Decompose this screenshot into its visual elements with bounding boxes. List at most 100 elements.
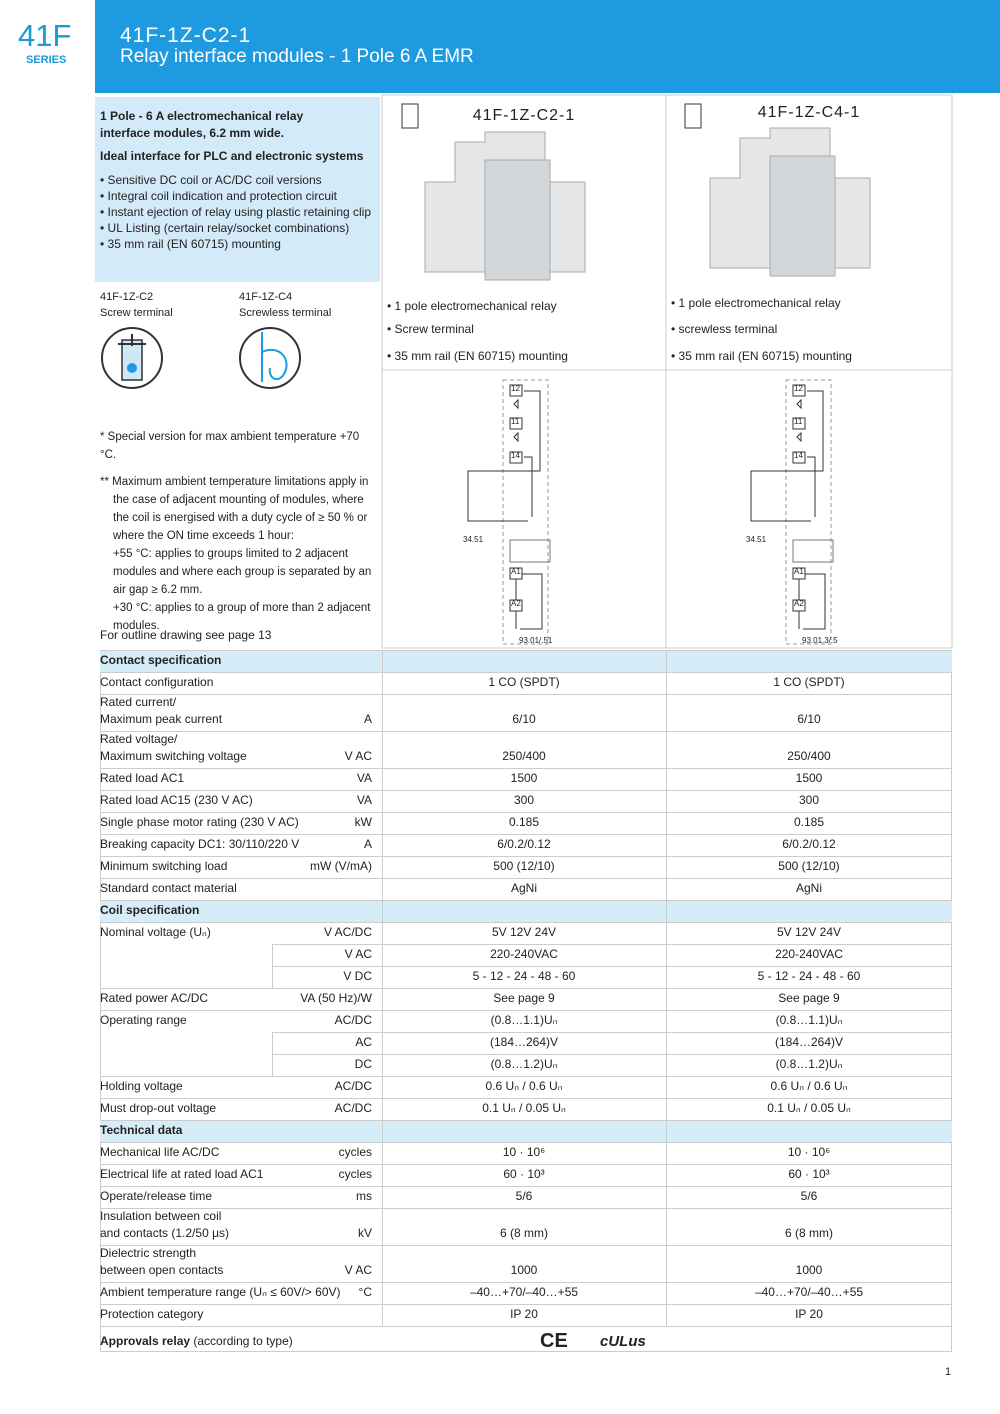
value: 6 (8 mm) xyxy=(785,1226,833,1240)
table-row xyxy=(100,1010,952,1032)
diagram-label: A2 xyxy=(511,599,521,608)
table-row xyxy=(100,650,952,672)
row-unit: VA xyxy=(356,793,372,807)
row-unit: AC/DC xyxy=(334,1013,372,1027)
row-unit: mW (V/mA) xyxy=(310,859,372,873)
diagram-label: 12 xyxy=(794,384,803,393)
diagram-line xyxy=(513,431,519,443)
series-label: SERIES xyxy=(26,54,67,66)
diagram-line xyxy=(513,398,519,410)
table-row xyxy=(100,790,952,812)
table-row xyxy=(100,856,952,878)
table-row xyxy=(272,1054,952,1076)
approvals: Approvals relay (according to type) xyxy=(100,1334,293,1348)
value: 1 CO (SPDT) xyxy=(773,675,845,689)
outline-note: For outline drawing see page 13 xyxy=(100,628,272,642)
bullet-text: Instant ejection of relay using plastic … xyxy=(107,205,372,219)
value: 6/0.2/0.12 xyxy=(497,837,551,851)
notes: * Special version for max ambient temper… xyxy=(100,428,375,635)
value: 220-240VAC xyxy=(490,947,558,961)
value: 0.185 xyxy=(793,815,825,829)
table-row xyxy=(272,966,952,988)
diagram-label: 93.01.3/.5 xyxy=(802,636,838,645)
table-row xyxy=(100,1076,952,1098)
header-band xyxy=(95,0,1000,93)
value: 6/10 xyxy=(512,712,536,726)
row-unit: kV xyxy=(357,1226,372,1240)
diagram-line xyxy=(515,573,543,630)
value: 300 xyxy=(513,793,535,807)
diagram-line xyxy=(792,417,806,430)
value: See page 9 xyxy=(493,991,555,1005)
row-unit: A xyxy=(363,837,372,851)
diagram-label: A2 xyxy=(794,599,804,608)
row-label: Rated power AC/DC xyxy=(100,991,209,1005)
approval-mark: CE xyxy=(540,1330,568,1352)
table-row xyxy=(272,944,952,966)
row-unit: V AC xyxy=(344,1263,372,1277)
diagram-label: 11 xyxy=(794,417,803,426)
row-unit: AC/DC xyxy=(334,1101,372,1115)
row-label: Rated load AC1 xyxy=(100,771,185,785)
diagram-line xyxy=(502,379,549,645)
value: 6 (8 mm) xyxy=(500,1226,548,1240)
intro-title: 1 Pole - 6 A electromechanical relay int… xyxy=(100,109,304,140)
row-unit: AC xyxy=(355,1035,372,1049)
value: 1000 xyxy=(510,1263,538,1277)
value: 6/10 xyxy=(797,712,821,726)
value: –40…+70/–40…+55 xyxy=(754,1285,864,1299)
terminal-code: 41F-1Z-C4 xyxy=(239,291,293,303)
value: AgNi xyxy=(510,881,537,895)
note: +55 °C: applies to groups limited to 2 a… xyxy=(113,548,372,596)
product-bullet: 35 mm rail (EN 60715) mounting xyxy=(387,349,568,363)
table-row xyxy=(100,922,952,944)
diagram-label: 34.51 xyxy=(746,535,767,544)
value: 5/6 xyxy=(515,1189,533,1203)
product-bullet: Screw terminal xyxy=(387,322,474,336)
value: 10 · 10⁶ xyxy=(502,1145,546,1159)
row-label: Holding voltage xyxy=(100,1079,183,1093)
value: 1000 xyxy=(795,1263,823,1277)
row-label: Standard contact material xyxy=(100,881,237,895)
bullet-text: 35 mm rail (EN 60715) mounting xyxy=(394,349,568,363)
value: See page 9 xyxy=(778,991,840,1005)
row-unit: kW xyxy=(354,815,372,829)
diagram-line xyxy=(792,451,806,464)
row-unit: cycles xyxy=(338,1145,372,1159)
section-title: Technical data xyxy=(100,1123,183,1137)
intro-bullet: Integral coil indication and protection … xyxy=(100,188,375,204)
value: 1 CO (SPDT) xyxy=(488,675,560,689)
diagram-line xyxy=(467,390,541,522)
intro-subtitle: Ideal interface for PLC and electronic s… xyxy=(100,149,364,163)
row-label: Must drop-out voltage xyxy=(100,1101,217,1115)
row-label: Contact configuration xyxy=(100,675,214,689)
value: 0.6 Uₙ / 0.6 Uₙ xyxy=(770,1079,848,1093)
row-unit: V AC xyxy=(344,947,372,961)
table-row xyxy=(100,1245,952,1282)
column-line xyxy=(666,650,667,1326)
value: 10 · 10⁶ xyxy=(787,1145,831,1159)
diagram-label: A1 xyxy=(794,567,804,576)
note: +30 °C: applies to a group of more than … xyxy=(113,602,371,632)
value: 60 · 10³ xyxy=(788,1167,830,1181)
value: (184…264)V xyxy=(489,1035,559,1049)
row-unit: cycles xyxy=(338,1167,372,1181)
value: 60 · 10³ xyxy=(503,1167,545,1181)
section-title: Coil specification xyxy=(100,903,200,917)
bullet-text: 1 pole electromechanical relay xyxy=(678,296,841,310)
terminal-code: 41F-1Z-C2 xyxy=(100,291,154,303)
intro-bullet: UL Listing (certain relay/socket combina… xyxy=(100,220,375,236)
product-bullet: 1 pole electromechanical relay xyxy=(387,299,557,313)
row-label: Ambient temperature range (Uₙ ≤ 60V/> 60… xyxy=(100,1285,341,1299)
diagram-line xyxy=(785,379,832,645)
table-row xyxy=(100,1186,952,1208)
note: ** Maximum ambient temperature limitatio… xyxy=(100,476,369,542)
row-label: Mechanical life AC/DC xyxy=(100,1145,220,1159)
column-borders xyxy=(381,94,953,649)
value: 0.1 Uₙ / 0.05 Uₙ xyxy=(767,1101,851,1115)
table-row xyxy=(100,731,952,768)
value: (0.8…1.2)Uₙ xyxy=(775,1057,843,1071)
table-row xyxy=(272,1032,952,1054)
product-code: 41F-1Z-C4-1 xyxy=(757,104,861,121)
